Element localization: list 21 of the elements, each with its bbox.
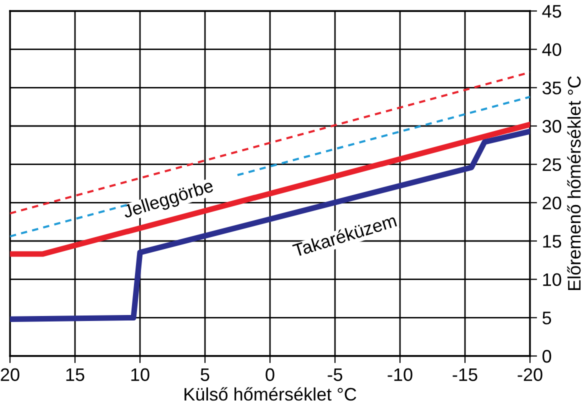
x-tick-label: 0: [266, 368, 274, 382]
x-tick-label: -10: [388, 368, 412, 382]
y-tick-label: 25: [542, 158, 562, 172]
x-tick-label: 15: [66, 368, 84, 382]
y-axis-title: Előremenő hőmérséklet °C: [567, 76, 581, 290]
x-tick-label: -15: [452, 368, 478, 382]
y-tick-label: 40: [542, 43, 562, 56]
x-tick-label: 10: [131, 368, 150, 382]
y-tick-label: 20: [542, 196, 562, 210]
x-tick-label: 5: [200, 368, 210, 382]
y-tick-label: 15: [543, 235, 562, 248]
y-tick-label: 10: [543, 273, 562, 286]
x-axis-title: Külső hőmérséklet °C: [184, 387, 356, 401]
x-tick-label: 20: [0, 368, 20, 382]
x-tick-label: -5: [328, 368, 342, 382]
x-tick-label: -20: [518, 368, 542, 382]
y-tick-label: 45: [542, 5, 562, 18]
y-tick-label: 0: [542, 350, 552, 363]
y-tick-label: 30: [542, 120, 562, 133]
y-tick-label: 5: [542, 312, 552, 324]
y-tick-label: 35: [542, 82, 562, 94]
